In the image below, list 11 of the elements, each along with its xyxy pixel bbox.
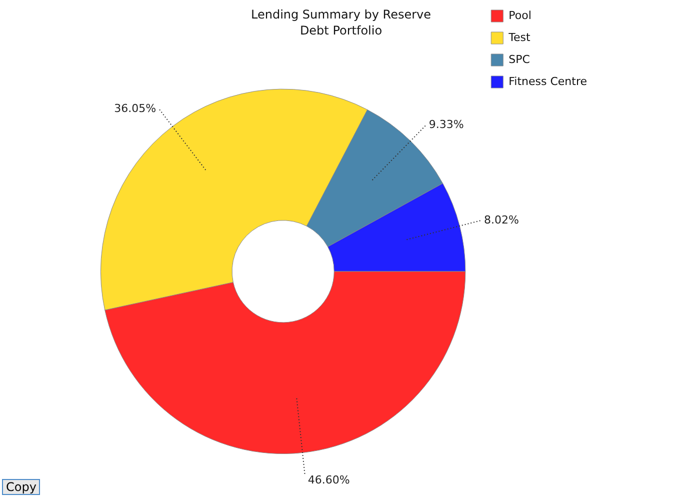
text: Debt Portfolio [300,24,382,38]
data-label: 8.02% [484,213,519,226]
text: Copy [2,479,40,495]
data-label: 46.60% [308,473,350,486]
legend-label: SPC [508,52,530,66]
chart-title: Lending Summary by Reserve [250,7,432,22]
legend-label: Pool [508,8,532,22]
data-label: 9.33% [428,118,464,132]
data-label: 36.05% [114,102,156,115]
legend-label: Fitness Centre [508,74,588,88]
legend-label: Test [508,30,531,44]
